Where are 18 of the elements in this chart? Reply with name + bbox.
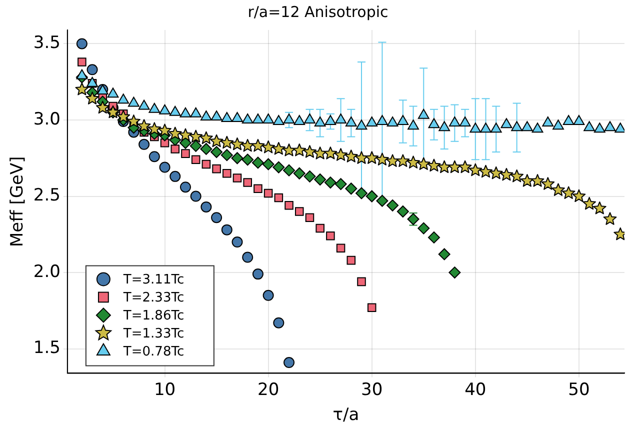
- y-tick-label: 2.5: [33, 186, 60, 206]
- y-tick-label: 1.5: [33, 338, 60, 358]
- legend-label: T=3.11Tc: [122, 272, 184, 288]
- y-axis-title: Meff [GeV]: [8, 156, 28, 247]
- x-tick-label: 50: [568, 380, 590, 400]
- y-tick-label: 2.0: [33, 262, 60, 282]
- y-tick-label: 3.5: [33, 33, 60, 54]
- legend-label: T=1.86Tc: [122, 308, 184, 324]
- x-tick-label: 20: [257, 380, 280, 400]
- chart-title: r/a=12 Anisotropic: [248, 2, 388, 21]
- x-axis-title: τ/a: [332, 405, 360, 426]
- x-tick-label: 40: [464, 380, 486, 400]
- x-tick-label: 10: [154, 380, 176, 400]
- legend-label: T=1.33Tc: [122, 326, 184, 342]
- legend-label: T=2.33Tc: [122, 290, 184, 306]
- x-tick-label: 30: [361, 380, 383, 400]
- y-tick-label: 3.0: [33, 109, 60, 130]
- legend-label: T=0.78Tc: [122, 344, 184, 360]
